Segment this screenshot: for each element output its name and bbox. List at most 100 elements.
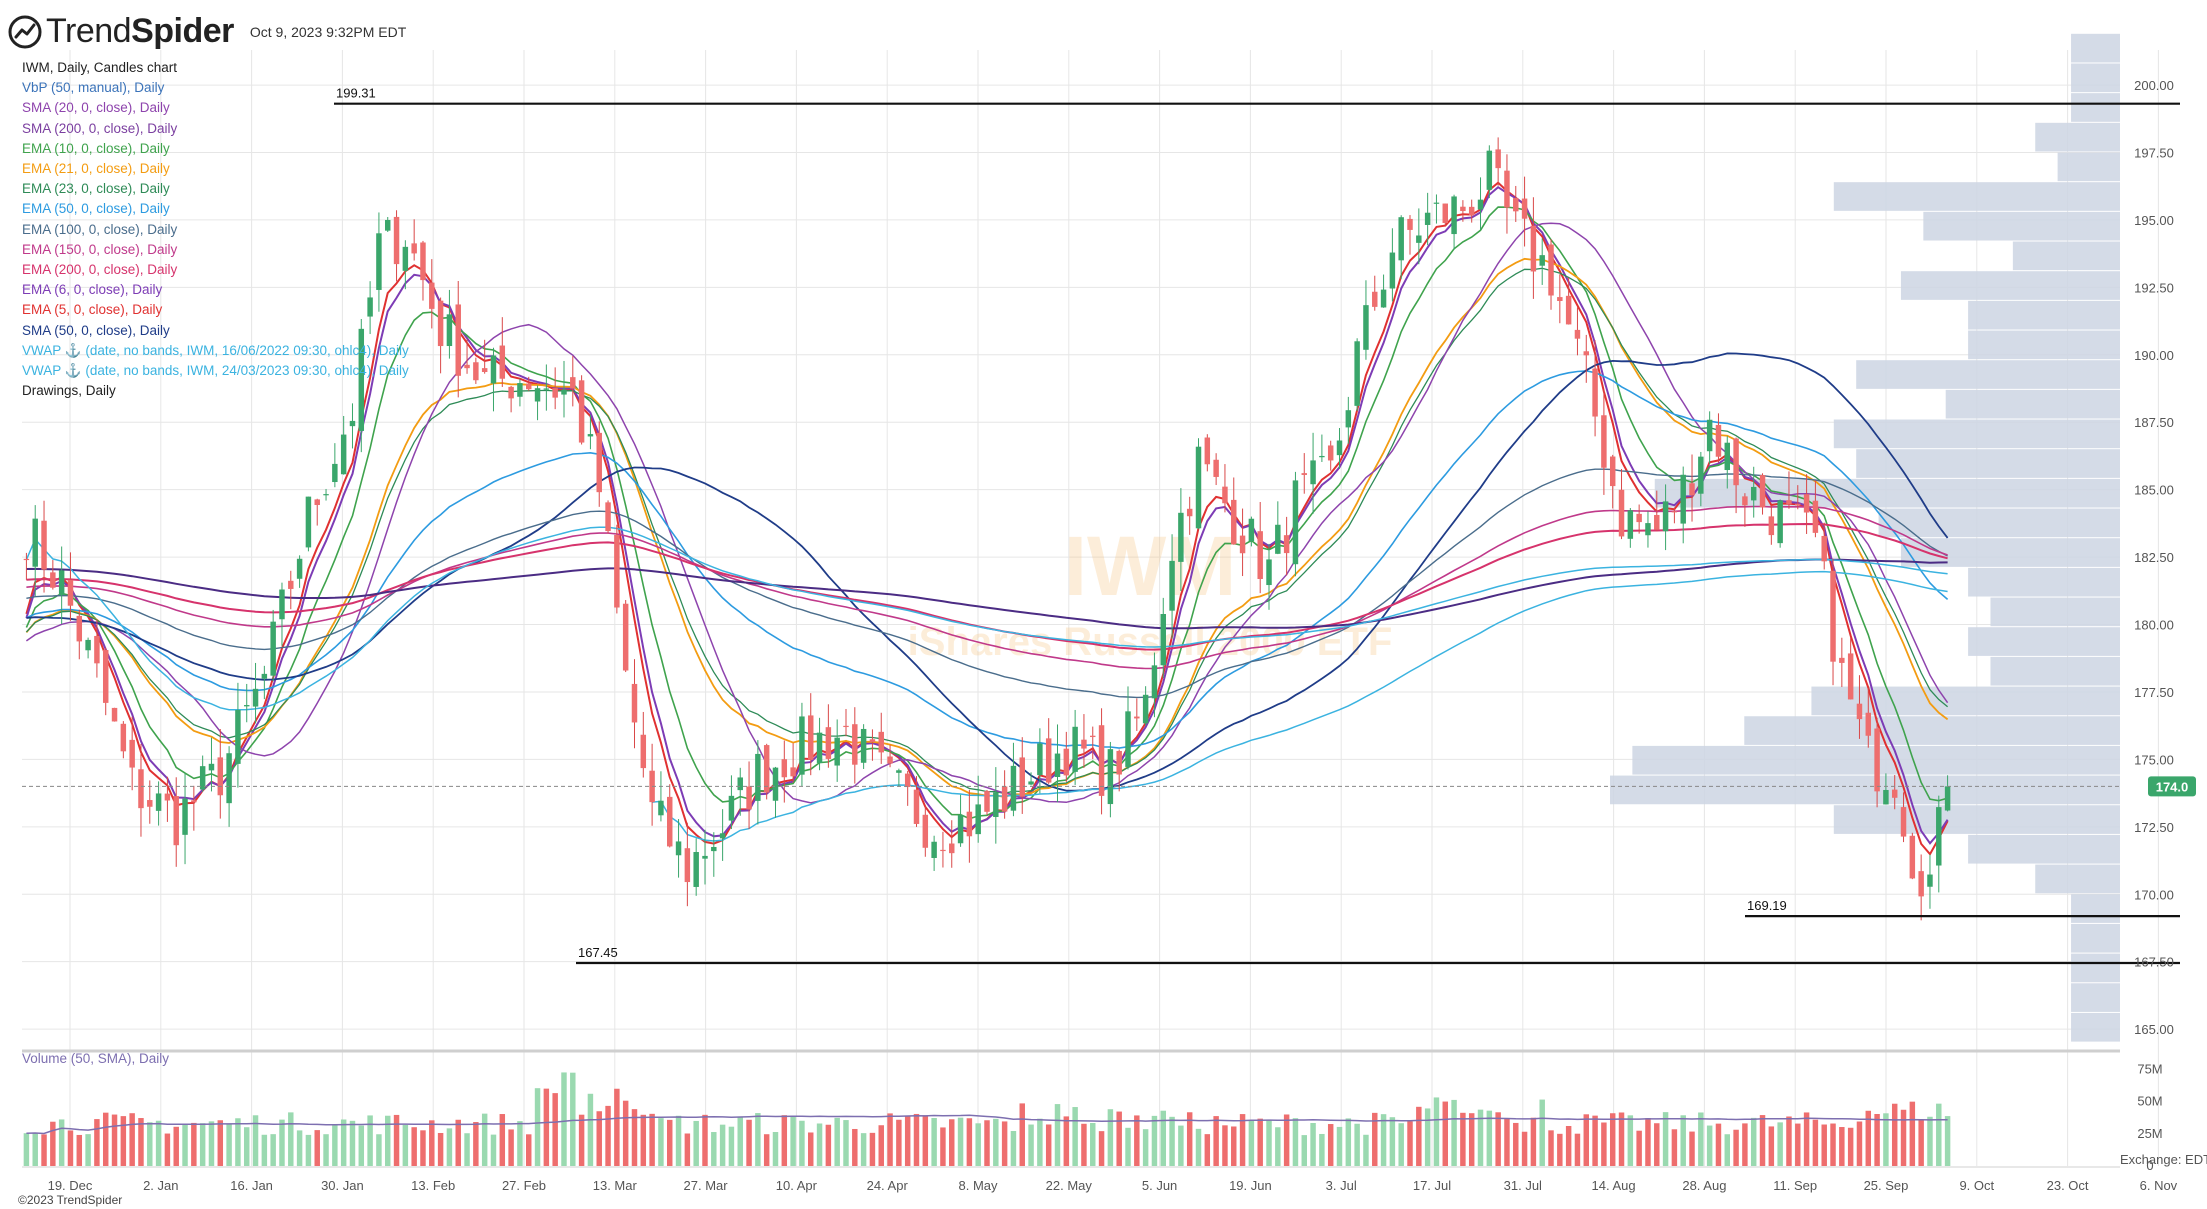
indicator-item[interactable]: VWAP ⚓ (date, no bands, IWM, 24/03/2023 … xyxy=(22,363,409,379)
candle-body xyxy=(1134,716,1140,719)
volume-bar xyxy=(746,1119,752,1166)
vbp-bar xyxy=(1923,211,2120,241)
candle-body xyxy=(508,386,514,399)
candle-body xyxy=(1504,170,1510,208)
candle-body xyxy=(728,795,735,821)
vbp-bar xyxy=(1833,419,2120,449)
volume-bar xyxy=(429,1120,435,1166)
indicator-item[interactable]: Drawings, Daily xyxy=(22,383,116,399)
vbp-bar xyxy=(2035,864,2120,894)
candle-body xyxy=(1327,445,1334,461)
candle-body xyxy=(517,383,523,397)
volume-bar xyxy=(1389,1117,1396,1166)
candle-body xyxy=(1513,198,1519,212)
volume-tick-label: 75M xyxy=(2137,1061,2162,1076)
volume-bar xyxy=(1909,1101,1916,1166)
volume-bar xyxy=(261,1134,268,1166)
candle-body xyxy=(1416,235,1422,243)
indicator-item[interactable]: EMA (21, 0, close), Daily xyxy=(22,161,170,177)
candle-body xyxy=(288,580,294,589)
volume-bar xyxy=(508,1129,514,1166)
volume-bar xyxy=(1583,1114,1590,1166)
volume-bar xyxy=(94,1119,100,1166)
volume-bar xyxy=(1460,1112,1466,1166)
candle-body xyxy=(887,756,893,764)
volume-legend[interactable]: Volume (50, SMA), Daily xyxy=(22,1051,170,1066)
volume-bar xyxy=(1468,1113,1475,1166)
indicator-item[interactable]: EMA (5, 0, close), Daily xyxy=(22,302,163,318)
volume-bar xyxy=(1900,1109,1907,1166)
indicator-item[interactable]: EMA (100, 0, close), Daily xyxy=(22,221,178,237)
candle-body xyxy=(1777,500,1783,544)
volume-bar xyxy=(1636,1130,1642,1166)
vbp-bar xyxy=(2071,93,2120,122)
volume-bar xyxy=(173,1126,179,1166)
x-tick-label: 14. Aug xyxy=(1592,1178,1636,1193)
candle-body xyxy=(878,731,884,753)
time-axis: 19. Dec 2. Jan 16. Jan 30. Jan 13. Feb 27. Fe… xyxy=(48,1178,2178,1193)
price-level-label: 199.31 xyxy=(336,86,376,101)
volume-bar xyxy=(1883,1113,1889,1166)
volume-bar xyxy=(288,1112,294,1166)
volume-bar xyxy=(1142,1129,1149,1166)
candle-body xyxy=(94,635,100,664)
moving-average-line xyxy=(26,558,1948,630)
volume-bar xyxy=(1944,1116,1951,1166)
y-tick-label: 190.00 xyxy=(2134,348,2174,363)
volume-by-price xyxy=(1610,33,2120,1042)
indicator-item[interactable]: SMA (50, 0, close), Daily xyxy=(22,322,170,338)
candle-body xyxy=(446,314,453,347)
candle-body xyxy=(1204,437,1211,465)
x-tick-label: 6. Nov xyxy=(2140,1178,2178,1193)
candle-body xyxy=(1319,455,1325,458)
y-tick-label: 170.00 xyxy=(2134,887,2174,902)
volume-bar xyxy=(904,1116,911,1166)
candle-body xyxy=(58,570,65,596)
indicator-item[interactable]: EMA (150, 0, close), Daily xyxy=(22,241,178,257)
volume-bar xyxy=(913,1113,920,1166)
candle-body xyxy=(1477,199,1484,210)
volume-bar xyxy=(1037,1118,1043,1166)
moving-average-line xyxy=(25,222,1949,804)
volume-bar xyxy=(534,1088,541,1166)
volume-bar xyxy=(702,1114,708,1166)
chart-title[interactable]: IWM, Daily, Candles chart xyxy=(22,60,178,75)
candle-body xyxy=(843,725,849,728)
candle-body xyxy=(1706,419,1713,452)
volume-bar xyxy=(852,1128,858,1166)
indicator-item[interactable]: SMA (20, 0, close), Daily xyxy=(22,100,170,116)
candle-body xyxy=(1865,712,1872,736)
volume-bar xyxy=(931,1118,937,1166)
indicator-item[interactable]: VbP (50, manual), Daily xyxy=(22,80,165,96)
indicator-item[interactable]: EMA (50, 0, close), Daily xyxy=(22,201,170,217)
volume-bar xyxy=(1160,1110,1166,1166)
candle-body xyxy=(1539,255,1545,266)
candle-body xyxy=(693,852,699,887)
candle-body xyxy=(904,773,911,788)
volume-bar xyxy=(1574,1133,1581,1166)
candle-body xyxy=(1398,217,1404,261)
volume-bars xyxy=(23,1072,1951,1166)
indicator-item[interactable]: EMA (200, 0, close), Daily xyxy=(22,262,178,278)
volume-bar xyxy=(217,1120,224,1166)
candle-body xyxy=(1662,501,1669,532)
indicator-item[interactable]: EMA (6, 0, close), Daily xyxy=(22,282,163,298)
indicator-item[interactable]: EMA (23, 0, close), Daily xyxy=(22,181,170,197)
volume-bar xyxy=(1151,1115,1158,1166)
candle-body xyxy=(182,798,188,835)
candle-body xyxy=(1636,513,1642,523)
volume-bar xyxy=(843,1120,849,1166)
indicator-item[interactable]: EMA (10, 0, close), Daily xyxy=(22,140,170,156)
candle-body xyxy=(147,800,153,807)
vbp-bar xyxy=(2071,983,2120,1012)
volume-bar xyxy=(1407,1121,1413,1166)
candle-body xyxy=(1116,750,1122,775)
candle-body xyxy=(966,811,973,837)
volume-bar xyxy=(578,1114,585,1166)
indicator-item[interactable]: SMA (200, 0, close), Daily xyxy=(22,120,178,136)
volume-bar xyxy=(1054,1104,1061,1166)
volume-bar xyxy=(252,1115,259,1166)
candle-body xyxy=(922,814,929,848)
indicator-item[interactable]: VWAP ⚓ (date, no bands, IWM, 16/06/2022 … xyxy=(22,342,409,358)
